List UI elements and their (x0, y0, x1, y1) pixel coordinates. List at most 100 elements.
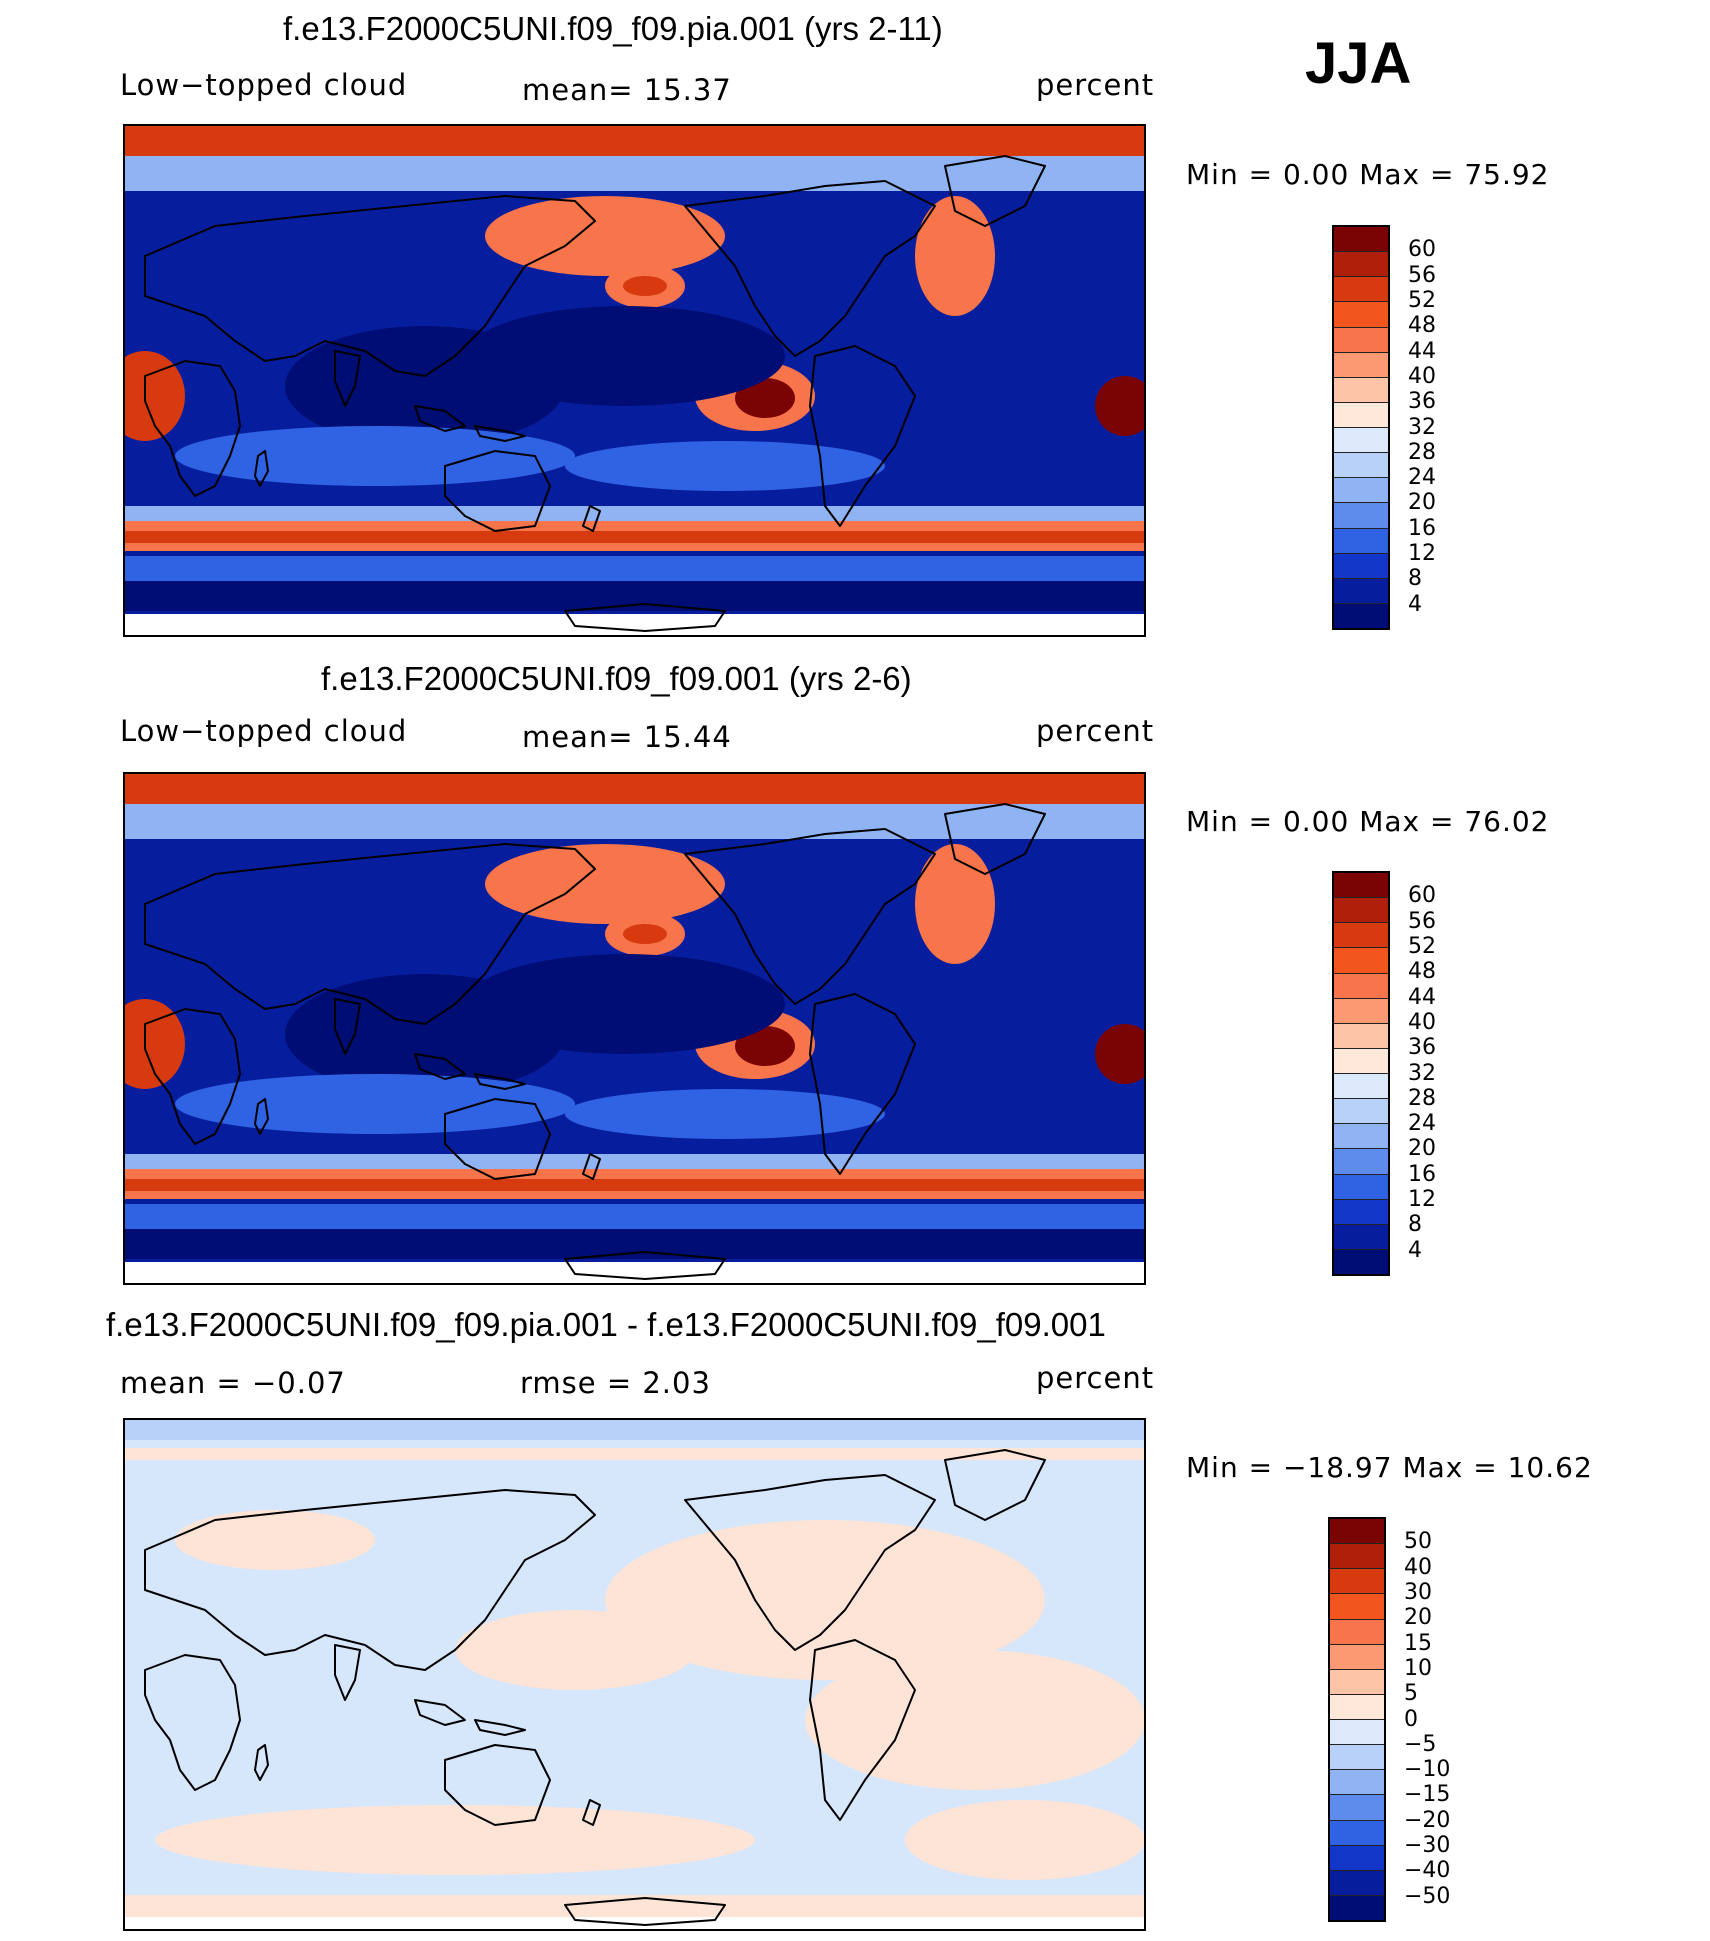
peruvian-stratocumulus-core (735, 1026, 795, 1066)
colorbar-tick-label: 8 (1408, 566, 1422, 592)
north-pacific-cloud (485, 196, 725, 276)
coastline (684, 828, 936, 1005)
colorbar-swatch (1330, 1820, 1384, 1846)
cloud-contour-band (125, 804, 1144, 839)
namibian-stratocumulus (125, 351, 185, 441)
colorbar-swatch (1330, 1770, 1384, 1796)
colorbar-tick-label: 28 (1408, 439, 1436, 465)
cloud-contour-band (125, 531, 1144, 543)
cloud-contour-region (805, 1650, 1144, 1790)
coastline (254, 450, 269, 487)
colorbar-swatch (1334, 528, 1388, 554)
panel-3-rmse-label: rmse = 2.03 (520, 1366, 711, 1400)
colorbar-tick-label: 16 (1408, 515, 1436, 541)
coastline (564, 603, 726, 632)
coastline (144, 360, 241, 497)
colorbar-tick-label: −20 (1404, 1807, 1451, 1833)
cloud-contour-region (175, 1074, 575, 1134)
colorbar-swatch (1330, 1895, 1384, 1920)
coastline (144, 1489, 596, 1671)
colorbar-swatch (1330, 1720, 1384, 1746)
coastline (564, 1251, 726, 1280)
coastline (414, 1053, 466, 1080)
panel-1-colorbar (1332, 225, 1390, 630)
coastline (582, 1799, 601, 1826)
colorbar-tick-label: −5 (1404, 1731, 1437, 1757)
north-atlantic-cloud (915, 196, 995, 316)
colorbar-swatch (1334, 377, 1388, 403)
colorbar-swatch (1330, 1519, 1384, 1545)
coastline (144, 1654, 241, 1791)
cloud-contour-band (125, 1204, 1144, 1229)
colorbar-swatch (1334, 1023, 1388, 1049)
panel-1-title: f.e13.F2000C5UNI.f09_f09.pia.001 (yrs 2-… (283, 10, 943, 47)
colorbar-tick-label: 4 (1408, 591, 1422, 617)
coastline (254, 1098, 269, 1135)
colorbar-tick-label: −10 (1404, 1757, 1451, 1783)
panel-2-colorbar (1332, 871, 1390, 1276)
colorbar-swatch (1334, 553, 1388, 579)
colorbar-tick-label: 40 (1404, 1554, 1432, 1580)
colorbar-tick-label: −15 (1404, 1782, 1451, 1808)
coastline (944, 155, 1046, 227)
cloud-contour-region (565, 441, 885, 491)
cloud-contour-region (905, 1800, 1144, 1880)
colorbar-swatch (1330, 1594, 1384, 1620)
cloud-contour-region (623, 276, 667, 296)
cloud-contour-region (623, 924, 667, 944)
colorbar-swatch (1334, 478, 1388, 504)
coastline (414, 1699, 466, 1726)
cloud-contour-region (455, 1610, 695, 1690)
coastline (444, 450, 551, 532)
colorbar-tick-label: 8 (1408, 1212, 1422, 1238)
coastline (474, 1719, 526, 1736)
colorbar-swatch (1334, 1199, 1388, 1225)
coastline (809, 1639, 916, 1821)
colorbar-swatch (1334, 1174, 1388, 1200)
namibian-stratocumulus (125, 999, 185, 1089)
cloud-contour-region (175, 426, 575, 486)
colorbar-tick-label: 4 (1408, 1237, 1422, 1263)
north-atlantic-cloud (915, 844, 995, 964)
colorbar-swatch (1334, 973, 1388, 999)
panel-2-title: f.e13.F2000C5UNI.f09_f09.001 (yrs 2-6) (321, 660, 912, 697)
panel-1-variable-label: Low−topped cloud (120, 68, 408, 102)
coastline (684, 1474, 936, 1651)
colorbar-swatch (1334, 428, 1388, 454)
panel-3-mean-label: mean = −0.07 (120, 1366, 346, 1400)
colorbar-swatch (1334, 352, 1388, 378)
cloud-contour-band (125, 1229, 1144, 1259)
peruvian-stratocumulus-core (735, 378, 795, 418)
colorbar-tick-label: 50 (1404, 1529, 1432, 1555)
coastline (809, 993, 916, 1175)
coastline (144, 195, 596, 377)
colorbar-swatch (1334, 1224, 1388, 1250)
colorbar-swatch (1330, 1644, 1384, 1670)
colorbar-tick-label: 40 (1408, 363, 1436, 389)
colorbar-swatch (1334, 402, 1388, 428)
panel-3-min-max: Min = −18.97 Max = 10.62 (1186, 1451, 1593, 1484)
panel-2-map (123, 772, 1146, 1285)
colorbar-swatch (1330, 1669, 1384, 1695)
coastline (474, 425, 526, 442)
north-pacific-cloud (485, 844, 725, 924)
cloud-contour-region (175, 1510, 375, 1570)
colorbar-tick-label: −40 (1404, 1858, 1451, 1884)
colorbar-swatch (1330, 1544, 1384, 1570)
colorbar-tick-label: 20 (1408, 490, 1436, 516)
coastline (582, 505, 601, 532)
colorbar-tick-label: 32 (1408, 1060, 1436, 1086)
panel-3-title: f.e13.F2000C5UNI.f09_f09.pia.001 - f.e13… (106, 1306, 1106, 1343)
colorbar-swatch (1334, 873, 1388, 899)
colorbar-tick-label: 30 (1404, 1579, 1432, 1605)
colorbar-swatch (1330, 1745, 1384, 1771)
cloud-contour-region (465, 954, 785, 1054)
colorbar-tick-label: 48 (1408, 313, 1436, 339)
season-label: JJA (1305, 31, 1412, 96)
colorbar-tick-label: 32 (1408, 414, 1436, 440)
antarctic-blank (125, 1262, 1144, 1283)
colorbar-tick-label: 48 (1408, 959, 1436, 985)
colorbar-swatch (1334, 1099, 1388, 1125)
coastline (944, 803, 1046, 875)
colorbar-swatch (1334, 578, 1388, 604)
